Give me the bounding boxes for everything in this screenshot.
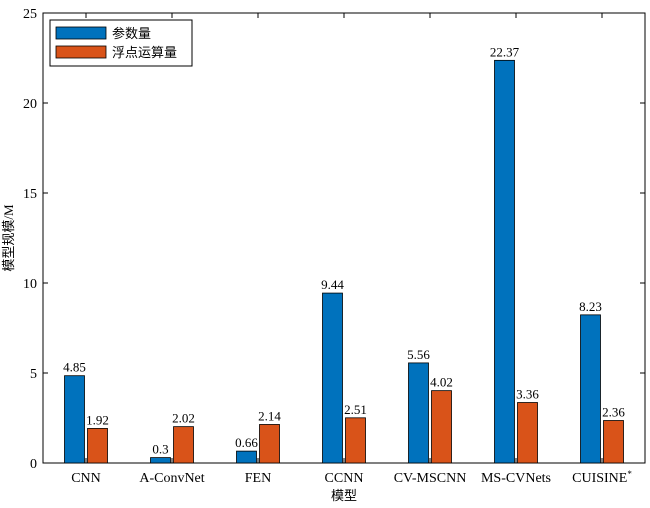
bar-params-0 bbox=[64, 375, 85, 464]
bar-flops-1 bbox=[173, 426, 194, 464]
x-tick-label-2: FEN bbox=[245, 471, 271, 486]
bar-params-5 bbox=[494, 59, 515, 464]
legend: 参数量 浮点运算量 bbox=[49, 19, 193, 67]
legend-swatch-params bbox=[55, 26, 107, 40]
y-axis-label: 模型规模/M bbox=[1, 204, 16, 272]
legend-label-params: 参数量 bbox=[112, 26, 151, 41]
y-tick-label-10: 10 bbox=[23, 277, 37, 292]
data-label-params-2: 0.66 bbox=[235, 435, 258, 450]
bar-params-6 bbox=[580, 314, 601, 464]
x-axis-label: 模型 bbox=[331, 488, 357, 503]
x-tick-label-4: CV-MSCNN bbox=[394, 471, 467, 486]
axes-frame bbox=[42, 12, 646, 464]
x-tick-label-1: A-ConvNet bbox=[139, 471, 204, 486]
data-label-params-4: 5.56 bbox=[407, 347, 430, 362]
data-label-flops-5: 3.36 bbox=[516, 387, 539, 402]
data-label-params-0: 4.85 bbox=[63, 360, 86, 375]
y-tick-label-5: 5 bbox=[30, 367, 37, 382]
data-label-params-6: 8.23 bbox=[579, 299, 602, 314]
y-tick-label-15: 15 bbox=[23, 187, 37, 202]
y-tick-label-0: 0 bbox=[30, 457, 37, 472]
bar-params-4 bbox=[408, 362, 429, 464]
data-label-flops-0: 1.92 bbox=[86, 412, 109, 427]
data-label-flops-4: 4.02 bbox=[430, 375, 453, 390]
data-label-params-1: 0.3 bbox=[152, 442, 168, 457]
data-label-params-3: 9.44 bbox=[321, 277, 344, 292]
legend-swatch-flops bbox=[55, 45, 107, 59]
x-tick-label-5: MS-CVNets bbox=[481, 471, 551, 486]
y-tick-label-20: 20 bbox=[23, 97, 37, 112]
bar-params-3 bbox=[322, 292, 343, 464]
data-label-params-5: 22.37 bbox=[490, 44, 520, 59]
x-axis-ticks: CNN A-ConvNet FEN CCNN CV-MSCNN MS-CVNets CUIS… bbox=[71, 13, 632, 486]
bar-flops-0 bbox=[87, 428, 108, 464]
bars bbox=[64, 59, 624, 464]
bar-params-2 bbox=[236, 450, 257, 464]
x-tick-label-0: CNN bbox=[71, 471, 101, 486]
x-tick-label-6: CUISINE* bbox=[572, 469, 632, 486]
data-label-flops-3: 2.51 bbox=[344, 402, 367, 417]
bar-flops-2 bbox=[259, 424, 280, 464]
bar-flops-4 bbox=[431, 390, 452, 464]
data-labels: 4.85 1.92 0.3 2.02 0.662.14 9.44 2.51 5.564.02 2… bbox=[63, 44, 625, 456]
data-label-flops-6: 2.36 bbox=[602, 405, 625, 420]
bar-flops-5 bbox=[517, 402, 538, 464]
data-label-flops-2: 2.14 bbox=[258, 408, 281, 423]
legend-label-flops: 浮点运算量 bbox=[112, 45, 177, 60]
y-axis-ticks: 0 5 10 15 20 25 bbox=[23, 7, 645, 472]
data-label-flops-1: 2.02 bbox=[172, 411, 195, 426]
y-tick-label-25: 25 bbox=[23, 7, 37, 22]
bar-flops-3 bbox=[345, 417, 366, 464]
plot-frame bbox=[42, 12, 646, 464]
bar-flops-6 bbox=[603, 420, 624, 464]
bar-params-1 bbox=[150, 457, 171, 464]
x-tick-label-3: CCNN bbox=[325, 471, 364, 486]
